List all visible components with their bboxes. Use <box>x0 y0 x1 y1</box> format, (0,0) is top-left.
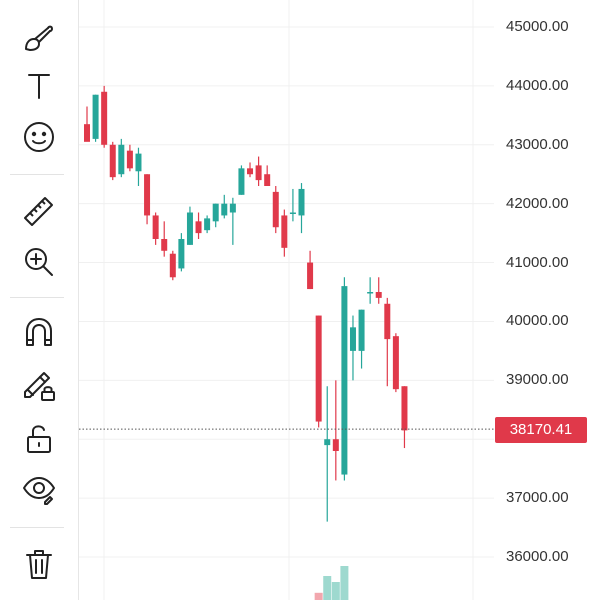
magnet-tool-button[interactable] <box>19 312 59 352</box>
candle-down <box>109 144 116 178</box>
volume-bar <box>323 576 332 600</box>
candle-up <box>238 168 245 195</box>
volume-bar <box>314 592 323 600</box>
eye-icon <box>23 477 55 505</box>
price-tick-label: 36000.00 <box>506 548 569 565</box>
price-tick-label: 39000.00 <box>506 371 569 389</box>
toolbar-divider <box>10 527 64 528</box>
candle-up <box>358 309 365 351</box>
trash-icon <box>26 550 52 579</box>
candle-down <box>101 91 108 145</box>
candle-up <box>178 239 185 269</box>
candle-series <box>84 85 408 522</box>
candle-down <box>307 262 314 290</box>
candle-up <box>186 212 193 245</box>
zoom-in-icon <box>25 248 53 276</box>
candle-up <box>367 292 374 294</box>
candle-down <box>169 253 176 278</box>
unlock-icon <box>27 425 51 453</box>
hide-drawings-tool-button[interactable] <box>19 468 59 508</box>
candle-down <box>375 292 382 298</box>
unlock-tool-button[interactable] <box>19 418 59 458</box>
brush-icon <box>25 25 53 51</box>
candle-down <box>281 215 288 248</box>
text-icon <box>28 74 50 99</box>
candle-down <box>144 174 151 216</box>
candle-down <box>195 221 202 234</box>
ruler-tool-button[interactable] <box>19 190 59 230</box>
candle-up <box>135 153 142 172</box>
delete-tool-button[interactable] <box>19 544 59 584</box>
candle-up <box>341 286 348 475</box>
volume-bar <box>340 566 349 600</box>
price-tick-label: 43000.00 <box>506 135 569 153</box>
magnet-icon <box>26 318 52 346</box>
candle-up <box>324 439 331 446</box>
candle-up <box>118 144 125 175</box>
candle-up <box>229 203 236 213</box>
price-tick-label: 42000.00 <box>506 194 569 212</box>
price-tick-label: 37000.00 <box>506 489 569 507</box>
lock-drawing-icon <box>24 372 55 401</box>
toolbar-divider <box>10 174 64 175</box>
candle-down <box>332 439 339 451</box>
candle-down <box>84 124 90 142</box>
emoji-tool-button[interactable] <box>19 117 59 157</box>
candle-down <box>255 165 262 181</box>
zoom-in-tool-button[interactable] <box>19 242 59 282</box>
candle-down <box>247 168 254 175</box>
candle-down <box>152 215 159 239</box>
candle-up <box>349 327 356 351</box>
candle-down <box>392 336 399 390</box>
chart-grid <box>79 0 494 600</box>
toolbar-divider <box>10 297 64 298</box>
candle-down <box>161 239 168 251</box>
ruler-icon <box>24 197 53 226</box>
volume-bar <box>331 582 340 600</box>
emoji-icon <box>24 122 54 152</box>
candle-down <box>384 303 391 340</box>
candle-up <box>289 212 296 214</box>
candle-up <box>92 94 99 139</box>
price-tick-label: 41000.00 <box>506 253 569 271</box>
price-tick-label: 44000.00 <box>506 76 569 94</box>
candle-up <box>298 188 305 216</box>
candle-down <box>272 191 279 228</box>
lock-drawings-tool-button[interactable] <box>19 364 59 404</box>
candle-up <box>204 218 211 231</box>
volume-bars <box>314 566 349 600</box>
candle-up <box>221 203 228 216</box>
price-tick-label: 45000.00 <box>506 18 569 35</box>
candle-down <box>401 386 408 431</box>
candle-down <box>315 315 322 422</box>
candle-up <box>212 203 219 222</box>
brush-tool-button[interactable] <box>19 18 59 58</box>
text-tool-button[interactable] <box>19 66 59 106</box>
drawing-toolbar <box>0 0 79 600</box>
last-price-badge: 38170.41 <box>495 417 587 443</box>
candlestick-chart[interactable] <box>79 0 600 600</box>
price-tick-label: 40000.00 <box>506 312 569 330</box>
candle-down <box>126 150 133 169</box>
candle-down <box>264 174 271 186</box>
